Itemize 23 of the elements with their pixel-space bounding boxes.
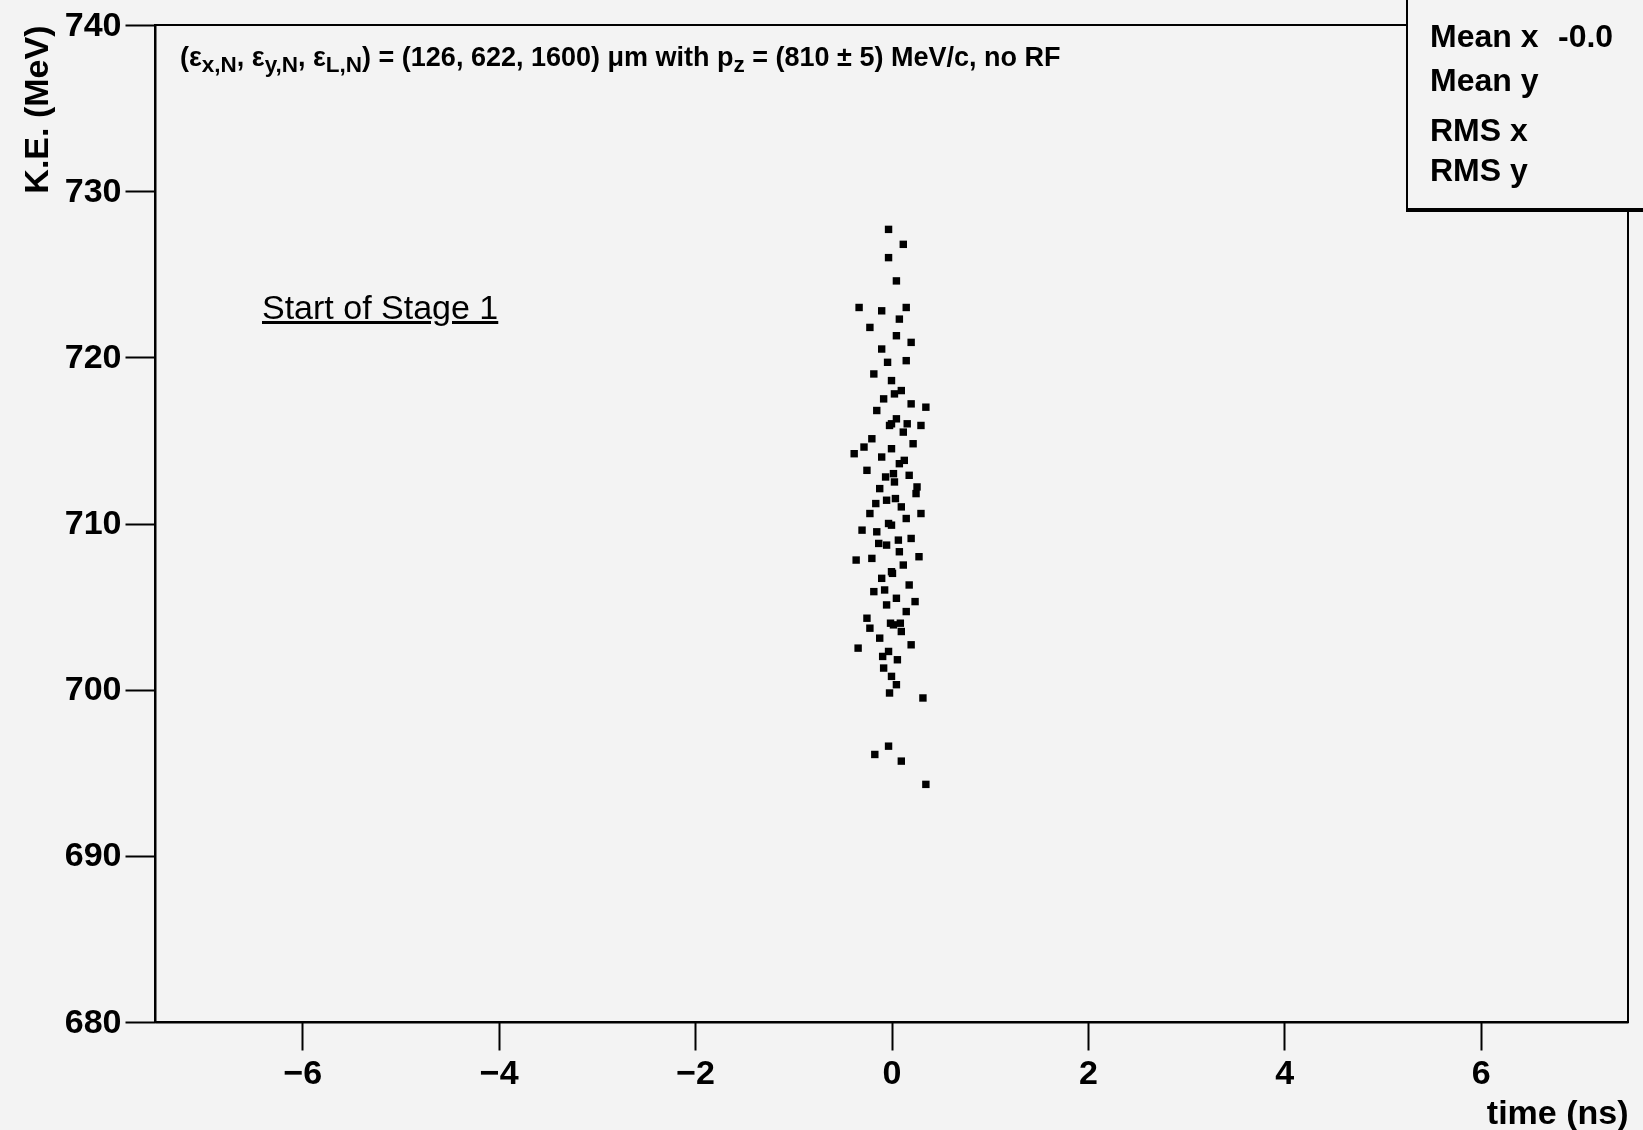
y-tick-label: 710	[64, 503, 122, 541]
annotation: -0.0	[1558, 18, 1614, 55]
x-tick-label: 2	[1078, 1052, 1098, 1091]
annotation: RMS y	[1430, 152, 1528, 189]
y-tick-label: 720	[64, 336, 122, 375]
y-tick-label: 680	[64, 1001, 122, 1040]
annotation: Start of Stage 1	[262, 288, 499, 327]
x-tick-label: −6	[283, 1052, 323, 1091]
x-axis-title: time (ns)	[1486, 1092, 1629, 1130]
y-axis-title: K.E. (MeV)	[16, 25, 55, 194]
annotation: Mean y	[1430, 62, 1539, 99]
annotation: RMS x	[1430, 112, 1528, 149]
text: (ε$_{x,N}$, ε$_{y,N}$, ε$_{L,N}$) = (126, 622, 1600) μm with p$_{z}$ = (810 ± 5) MeV/c, no RF	[180, 42, 1061, 78]
y-tick-label: 740	[64, 4, 122, 43]
y-tick-label: 700	[64, 669, 122, 708]
x-tick-label: 6	[1471, 1052, 1491, 1091]
x-tick-label: −4	[479, 1052, 519, 1091]
y-tick-label: 690	[64, 835, 122, 874]
y-tick-label: 730	[64, 170, 122, 209]
annotation: Mean x	[1430, 18, 1539, 55]
x-tick-label: 0	[882, 1052, 902, 1091]
x-tick-label: −2	[676, 1052, 715, 1091]
x-tick-label: 4	[1275, 1052, 1295, 1091]
